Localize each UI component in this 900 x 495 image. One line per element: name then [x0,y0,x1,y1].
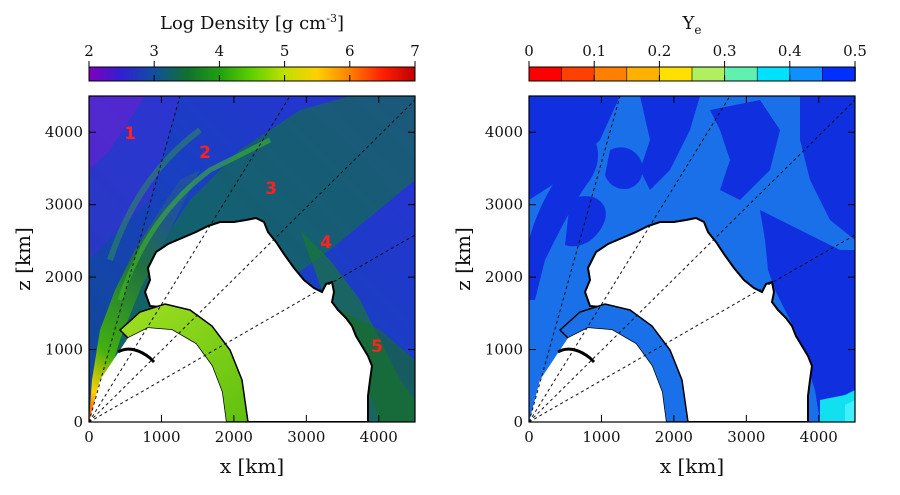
ye-colorbar-segment [659,66,693,82]
x-tick-label: 3000 [287,428,325,446]
y-tick-label: 4000 [45,123,83,141]
y-tick-label: 4000 [485,123,523,141]
ye-colorbar-segment [561,66,595,82]
y-tick-label: 1000 [45,341,83,359]
density-map [89,96,415,422]
colorbar-tick-label: 0.4 [778,42,802,60]
ye-colorbar-segment [626,66,661,82]
region-label-5: 5 [371,337,383,357]
colorbar-tick-label: 2 [84,42,94,60]
colorbar-tick-label: 3 [149,42,159,60]
y-tick-label: 2000 [45,268,83,286]
ye-colorbar-segment [593,66,628,82]
ye-map [529,96,855,422]
colorbar-tick-label: 5 [280,42,290,60]
region-label-1: 1 [124,124,136,144]
density-colorbar [88,66,416,82]
colorbar-tick-label: 0 [524,42,534,60]
ye-colorbar-segment [528,66,563,82]
ye-colorbar-segment [756,66,791,82]
colorbar-tick-label: 0.2 [647,42,671,60]
region-label-4: 4 [320,233,332,253]
ye-colorbar-segment [724,66,758,82]
y-tick-label: 0 [513,413,523,431]
region-label-2: 2 [199,143,211,163]
colorbar-tick-label: 0.1 [582,42,606,60]
density-colorbar-title: Log Density [g cm-3] [160,12,344,34]
colorbar-tick-label: 7 [410,42,420,60]
x-tick-label: 3000 [727,428,765,446]
x-tick-label: 2000 [215,428,253,446]
ye-panel: Ye 0 0.1 0.2 0.3 0.4 0.5 [451,13,867,478]
ye-colorbar-segment [789,66,824,82]
x-tick-label: 0 [84,428,94,446]
colorbar-tick-label: 6 [345,42,355,60]
y-tick-label: 2000 [485,268,523,286]
ye-colorbar-title: Ye [682,13,702,37]
x-tick-label: 0 [524,428,534,446]
colorbar-tick-label: 0.3 [713,42,737,60]
x-tick-label: 4000 [360,428,398,446]
colorbar-tick-label: 0.5 [843,42,867,60]
colorbar-tick-label: 4 [215,42,225,60]
x-tick-label: 1000 [142,428,180,446]
x-tick-label: 1000 [582,428,620,446]
density-panel: Log Density [g cm-3] 2 3 4 5 6 7 [11,12,420,478]
y-tick-label: 1000 [485,341,523,359]
ye-xlabel: x [km] [660,454,724,478]
region-labels: 1 2 3 4 5 [124,124,383,357]
region-label-3: 3 [265,179,277,199]
x-tick-label: 4000 [800,428,838,446]
ye-colorbar-segment [691,66,726,82]
ye-colorbar [528,66,856,82]
ye-colorbar-segment [822,66,856,82]
y-tick-label: 0 [73,413,83,431]
x-tick-label: 2000 [655,428,693,446]
y-tick-label: 3000 [485,196,523,214]
density-xlabel: x [km] [220,454,284,478]
ye-ylabel: z [km] [451,227,475,291]
y-tick-label: 3000 [45,196,83,214]
density-ylabel: z [km] [11,227,35,291]
